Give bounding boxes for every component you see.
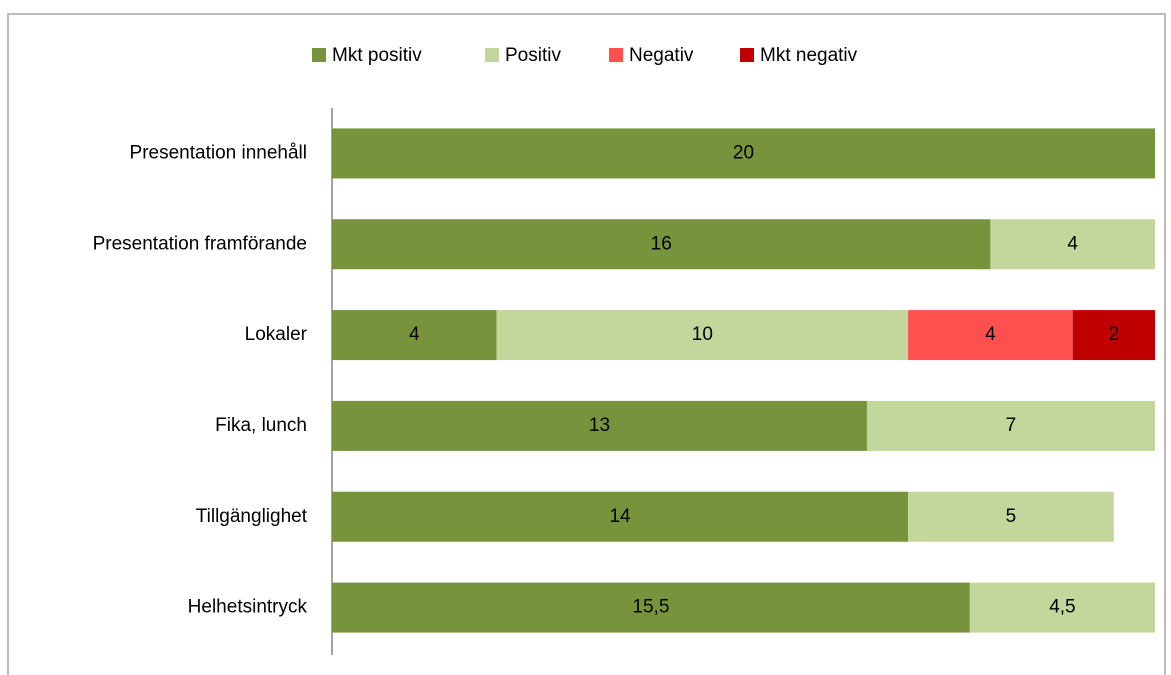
data-label: 15,5 (632, 597, 669, 618)
data-label: 13 (589, 415, 610, 436)
data-label: 10 (692, 324, 713, 345)
legend-label: Negativ (629, 45, 694, 66)
legend-label: Mkt negativ (760, 45, 858, 66)
chart-frame (7, 13, 1166, 675)
legend-label: Positiv (505, 45, 561, 66)
legend-swatch (312, 48, 326, 62)
bar-segment (332, 219, 991, 270)
category-label: Lokaler (245, 324, 308, 345)
data-label: 20 (733, 142, 754, 163)
bar-segment (908, 310, 1073, 361)
data-label: 4 (409, 324, 420, 345)
bar-segment (969, 582, 1155, 633)
bar-segment (332, 491, 909, 542)
category-label: Tillgänglighet (196, 506, 308, 527)
bar-segment (332, 310, 497, 361)
category-label: Presentation innehåll (130, 142, 307, 163)
data-label: 7 (1006, 415, 1017, 436)
bar-segment (1072, 310, 1155, 361)
bar-segment (332, 582, 970, 633)
bar-segment (332, 128, 1155, 179)
data-label: 2 (1109, 324, 1120, 345)
legend-swatch (609, 48, 623, 62)
bar-segment (990, 219, 1155, 270)
legend-swatch (485, 48, 499, 62)
legend-swatch (740, 48, 754, 62)
legend-label: Mkt positiv (332, 45, 422, 66)
data-label: 4 (985, 324, 996, 345)
data-label: 16 (651, 233, 672, 254)
bar-segment (908, 491, 1114, 542)
data-label: 5 (1006, 506, 1017, 527)
bar-segment (496, 310, 909, 361)
category-label: Helhetsintryck (188, 597, 308, 618)
bar-segment (332, 400, 867, 451)
category-label: Fika, lunch (215, 415, 307, 436)
data-label: 4,5 (1049, 597, 1075, 618)
bar-segment (866, 400, 1155, 451)
category-label: Presentation framförande (93, 233, 307, 254)
data-label: 14 (609, 506, 631, 527)
data-label: 4 (1067, 233, 1078, 254)
